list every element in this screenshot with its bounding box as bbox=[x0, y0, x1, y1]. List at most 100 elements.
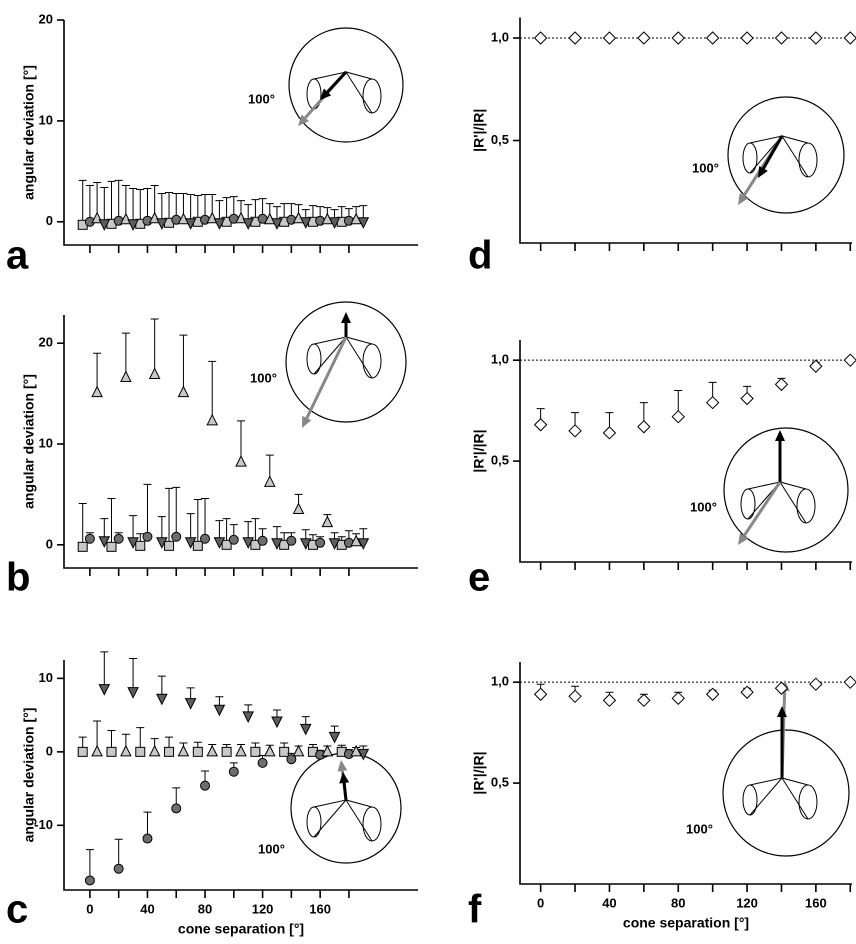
data-point bbox=[671, 691, 685, 706]
data-point bbox=[292, 502, 305, 515]
inset-cone-base bbox=[742, 142, 758, 174]
error-bar bbox=[85, 849, 94, 881]
x-tick-label: 0 bbox=[86, 901, 93, 916]
axis-line bbox=[63, 20, 418, 246]
inset-arrow bbox=[305, 336, 348, 419]
data-point bbox=[602, 31, 617, 45]
data-point bbox=[568, 31, 582, 45]
y-axis-label: |R'|/|R| bbox=[471, 751, 487, 794]
data-point bbox=[206, 413, 219, 426]
data-point bbox=[357, 748, 370, 761]
data-point bbox=[235, 455, 247, 467]
data-point bbox=[357, 538, 370, 550]
data-point bbox=[127, 219, 139, 231]
y-tick-label: 1,0 bbox=[491, 674, 509, 689]
error-bar bbox=[143, 483, 152, 537]
x-tick-label: 80 bbox=[671, 895, 685, 910]
data-point bbox=[184, 218, 197, 230]
data-point bbox=[127, 537, 139, 549]
inset-cone-base bbox=[306, 806, 322, 838]
inset-cone-base bbox=[362, 806, 382, 842]
panel-letter: c bbox=[6, 888, 28, 932]
inset-angle: 100° bbox=[690, 499, 717, 514]
inset-circle bbox=[288, 27, 404, 143]
data-point bbox=[602, 426, 617, 440]
inset-arrow bbox=[762, 135, 784, 170]
data-point bbox=[84, 875, 95, 886]
data-point bbox=[127, 687, 139, 699]
data-point bbox=[113, 863, 124, 874]
inset-cone-base bbox=[796, 488, 816, 524]
data-point bbox=[809, 31, 823, 45]
inset-cone-base bbox=[798, 784, 818, 820]
inset-arrow bbox=[742, 481, 782, 537]
y-axis-label: angular deviation [°] bbox=[21, 708, 37, 843]
axis-line bbox=[519, 340, 852, 563]
data-point bbox=[809, 677, 823, 691]
x-axis-label: cone separation [°] bbox=[178, 921, 304, 937]
panel-letter: f bbox=[468, 888, 482, 932]
data-point bbox=[357, 217, 370, 229]
data-point bbox=[740, 391, 754, 406]
y-tick-label: 10 bbox=[39, 112, 53, 127]
x-tick-label: 160 bbox=[805, 895, 827, 910]
data-point bbox=[257, 535, 268, 546]
error-bar bbox=[107, 180, 116, 224]
data-point bbox=[177, 385, 190, 398]
inset-angle: 100° bbox=[692, 160, 719, 175]
data-point bbox=[106, 746, 117, 757]
error-bar bbox=[172, 486, 181, 537]
data-point bbox=[120, 744, 132, 757]
data-point bbox=[148, 367, 161, 379]
error-bar bbox=[179, 334, 188, 393]
inset-cone bbox=[749, 777, 784, 816]
data-point bbox=[299, 723, 312, 736]
data-point bbox=[135, 540, 146, 551]
x-tick-label: 160 bbox=[309, 901, 331, 916]
data-point bbox=[843, 353, 856, 367]
error-bar bbox=[201, 497, 210, 539]
data-point bbox=[568, 689, 582, 704]
inset-cone bbox=[344, 71, 373, 114]
y-tick-label: 0,5 bbox=[491, 775, 509, 790]
inset-arrowhead bbox=[302, 415, 312, 428]
x-axis-label: cone separation [°] bbox=[623, 915, 749, 931]
data-point bbox=[271, 538, 283, 550]
axis-line bbox=[519, 662, 852, 885]
data-point bbox=[184, 698, 197, 710]
inset-arrowhead bbox=[777, 706, 787, 717]
y-tick-label: 0 bbox=[46, 213, 53, 228]
data-point bbox=[321, 744, 334, 757]
inset-circle bbox=[722, 729, 850, 857]
data-point bbox=[120, 370, 132, 382]
inset-cone-base bbox=[306, 343, 322, 375]
error-bar bbox=[186, 513, 195, 542]
data-point bbox=[809, 359, 823, 373]
x-tick-label: 80 bbox=[198, 901, 212, 916]
data-point bbox=[213, 218, 226, 230]
data-point bbox=[286, 535, 297, 546]
data-point bbox=[602, 693, 617, 708]
x-tick-label: 0 bbox=[537, 895, 544, 910]
panel-letter: e bbox=[468, 556, 490, 600]
data-point bbox=[279, 746, 290, 757]
data-point bbox=[242, 537, 255, 549]
data-point bbox=[171, 803, 182, 814]
error-bar bbox=[208, 360, 217, 421]
data-point bbox=[98, 536, 111, 548]
data-point bbox=[84, 533, 95, 544]
x-tick-label: 40 bbox=[140, 901, 154, 916]
data-point bbox=[98, 219, 111, 231]
axis-line bbox=[63, 660, 418, 891]
data-point bbox=[263, 744, 276, 757]
data-point bbox=[299, 538, 312, 550]
inset-arrowhead bbox=[738, 533, 749, 545]
inset-arrowhead bbox=[320, 88, 332, 100]
y-axis-label: |R'|/|R| bbox=[471, 109, 487, 152]
inset-cone-base bbox=[740, 488, 756, 520]
data-point bbox=[242, 711, 255, 723]
data-point bbox=[221, 746, 232, 757]
inset-cone bbox=[313, 799, 348, 838]
data-point bbox=[113, 533, 124, 544]
